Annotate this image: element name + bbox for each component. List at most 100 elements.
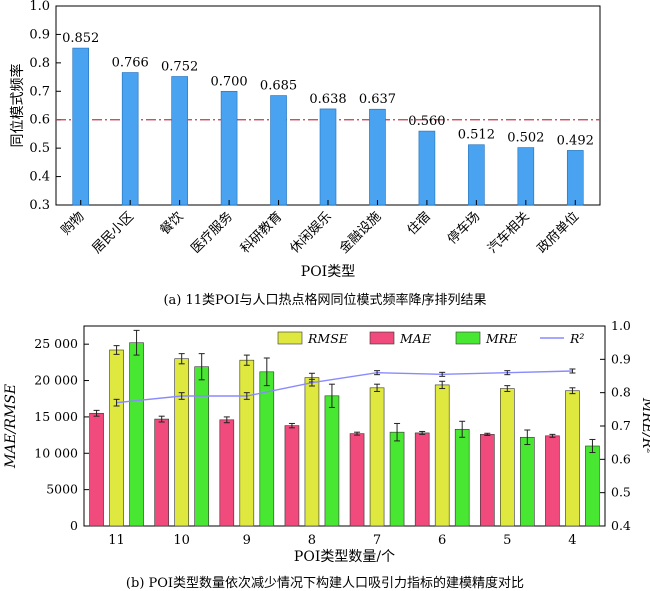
x-tick-label-a: 休闲娱乐 xyxy=(287,209,334,256)
x-tick-label-a: 餐饮 xyxy=(157,209,187,239)
bar-a xyxy=(566,150,584,206)
data-label-a: 0.852 xyxy=(62,31,99,46)
bar-mae xyxy=(545,435,560,527)
y-tick-label-a: 0.3 xyxy=(29,198,50,213)
chart-a: 0.3 0.4 0.5 0.6 0.7 0.8 0.9 1.0 0.852 购物 0.766 居民小区… xyxy=(9,0,601,280)
y-left-tick-label-b: 15 000 xyxy=(34,409,78,424)
legend-swatch xyxy=(277,331,303,345)
y-tick-label-a: 0.8 xyxy=(29,56,50,71)
legend-label: RMSE xyxy=(307,331,348,346)
y-tick-label-a: 0.9 xyxy=(29,27,50,42)
x-tick-label-b: 10 xyxy=(173,533,190,548)
bar-mre xyxy=(389,431,405,527)
bar-mae xyxy=(284,425,300,527)
bar-a xyxy=(171,76,188,206)
x-tick-label-b: 5 xyxy=(503,533,511,548)
legend-label: R² xyxy=(569,331,584,346)
bar-rmse xyxy=(434,384,450,527)
y-tick-label-a: 0.6 xyxy=(29,113,50,128)
bar-mre xyxy=(194,366,209,527)
bar-rmse xyxy=(369,387,385,527)
y-left-tick-label-b: 25 000 xyxy=(34,336,78,351)
chart-b: 0 5000 10 000 15 000 20 000 25 000 0.4 0.5 0.6 0.… xyxy=(3,318,650,565)
y-tick-label-a: 0.5 xyxy=(29,141,50,156)
x-tick-label-b: 11 xyxy=(108,533,125,548)
x-tick-label-a: 政府单位 xyxy=(535,209,582,256)
bar-mre xyxy=(520,436,535,527)
legend-label: MAE xyxy=(399,331,431,346)
y-left-tick-label-b: 0 xyxy=(70,518,78,533)
bar-a xyxy=(220,90,238,206)
bar-rmse xyxy=(304,377,320,527)
x-tick-label-a: 医疗服务 xyxy=(188,209,236,257)
bar-mae xyxy=(154,418,169,527)
x-tick-label-a: 汽车相关 xyxy=(485,209,533,257)
bar-mae xyxy=(219,419,235,527)
data-label-a: 0.766 xyxy=(112,56,149,71)
bar-a xyxy=(418,130,436,206)
bar-rmse xyxy=(109,349,124,527)
y-right-tick-label-b: 0.4 xyxy=(611,518,631,533)
bar-rmse xyxy=(239,359,255,527)
bar-mae xyxy=(349,433,365,527)
x-tick-label-b: 7 xyxy=(373,533,381,548)
caption-b: (b) POI类型数量依次减少情况下构建人口吸引力指标的建模精度对比 xyxy=(125,576,525,591)
bar-mae xyxy=(414,432,430,527)
bar-mre xyxy=(324,395,340,527)
x-tick-label-a: 购物 xyxy=(58,209,88,239)
bar-mre xyxy=(454,428,470,527)
bar-a xyxy=(270,95,287,206)
bar-mre xyxy=(585,445,600,527)
bar-a xyxy=(468,144,485,206)
r2-line xyxy=(116,370,573,404)
data-label-a: 0.700 xyxy=(210,74,247,89)
bar-mae xyxy=(480,434,495,527)
data-label-a: 0.638 xyxy=(309,92,346,107)
y-right-tick-label-b: 0.5 xyxy=(611,485,631,500)
x-tick-label-b: 6 xyxy=(438,533,446,548)
x-tick-label-b: 9 xyxy=(243,533,251,548)
bar-mre xyxy=(259,371,275,527)
y-right-tick-label-b: 0.8 xyxy=(611,385,631,400)
bar-mre xyxy=(129,342,144,527)
y-left-tick-label-b: 5000 xyxy=(46,482,78,497)
x-axis-title-a: POI类型 xyxy=(301,264,355,280)
y-left-tick-label-b: 10 000 xyxy=(34,445,78,460)
x-tick-label-b: 8 xyxy=(308,533,316,548)
x-tick-label-a: 住宿 xyxy=(404,209,434,239)
data-label-a: 0.685 xyxy=(260,79,297,94)
legend-swatch xyxy=(455,331,481,345)
y-right-axis-title-b: MRE/R² xyxy=(639,397,650,454)
x-tick-label-a: 科研教育 xyxy=(237,209,285,257)
data-label-a: 0.752 xyxy=(161,60,198,75)
y-tick-label-a: 1.0 xyxy=(29,0,50,14)
y-left-tick-label-b: 20 000 xyxy=(34,373,78,388)
x-tick-label-b: 4 xyxy=(568,533,576,548)
bar-mae xyxy=(89,412,104,527)
bar-a xyxy=(369,108,386,206)
bar-a xyxy=(72,47,90,206)
y-right-tick-label-b: 0.7 xyxy=(611,418,631,433)
legend-swatch xyxy=(369,331,395,345)
legend-label: MRE xyxy=(485,331,517,346)
y-tick-label-a: 0.7 xyxy=(29,84,50,99)
bar-rmse xyxy=(174,358,189,527)
bar-a xyxy=(121,72,139,206)
data-label-a: 0.492 xyxy=(557,133,594,148)
x-tick-label-a: 金融设施 xyxy=(336,209,384,257)
y-right-tick-label-b: 0.6 xyxy=(611,451,631,466)
y-left-axis-title-b: MAE/RMSE xyxy=(3,384,19,469)
caption-a: (a) 11类POI与人口热点格网同位模式频率降序排列结果 xyxy=(163,293,487,308)
bar-rmse xyxy=(565,390,580,527)
data-label-a: 0.560 xyxy=(408,114,445,129)
bar-a xyxy=(319,108,337,206)
y-right-tick-label-b: 0.9 xyxy=(611,351,631,366)
y-tick-label-a: 0.4 xyxy=(29,170,50,185)
data-label-a: 0.502 xyxy=(507,131,544,146)
y-right-tick-label-b: 1.0 xyxy=(611,318,631,333)
data-label-a: 0.637 xyxy=(359,92,396,107)
x-tick-label-a: 居民小区 xyxy=(90,209,137,256)
y-axis-title-a: 同位模式频率 xyxy=(9,64,26,148)
bar-rmse xyxy=(500,388,515,527)
